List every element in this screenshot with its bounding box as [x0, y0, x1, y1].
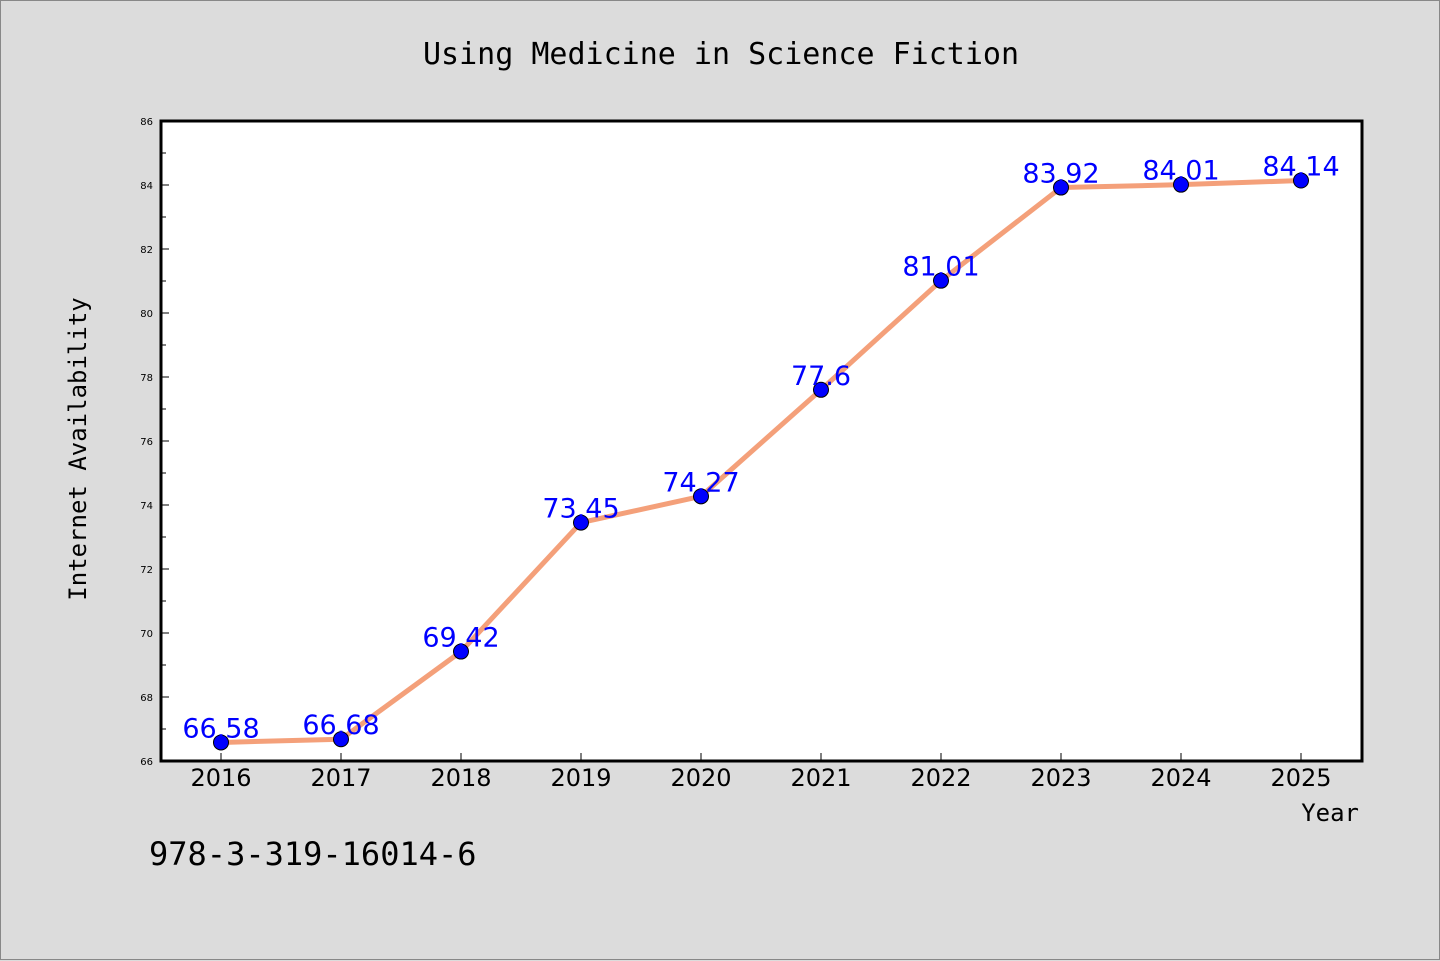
x-tick-label: 2023 — [1030, 764, 1091, 792]
data-point — [933, 272, 949, 289]
x-tick-label: 2018 — [430, 764, 491, 792]
data-label: 69.42 — [422, 623, 499, 654]
x-tick-label: 2024 — [1150, 764, 1211, 792]
chart-title: Using Medicine in Science Fiction — [423, 37, 1019, 72]
data-label: 66.68 — [302, 710, 379, 741]
data-point — [1173, 176, 1189, 193]
data-label: 84.01 — [1142, 156, 1219, 187]
data-label: 66.58 — [182, 713, 259, 744]
y-tick-label: 84 — [140, 181, 153, 192]
y-tick-label: 76 — [140, 437, 153, 448]
data-point — [1293, 172, 1309, 189]
y-tick-label: 80 — [140, 309, 153, 320]
data-point — [453, 643, 469, 660]
x-tick-label: 2019 — [550, 764, 611, 792]
data-label: 81.01 — [902, 252, 979, 283]
x-tick-label: 2025 — [1270, 764, 1331, 792]
data-label: 84.14 — [1262, 152, 1339, 183]
data-point — [693, 488, 709, 505]
x-tick-label: 2017 — [310, 764, 371, 792]
x-tick-label: 2022 — [910, 764, 971, 792]
data-point — [333, 731, 349, 748]
series-line-group — [218, 178, 1304, 745]
data-point — [813, 381, 829, 398]
data-point — [573, 514, 589, 531]
y-tick-label: 74 — [140, 501, 153, 512]
x-tick-label: 2020 — [670, 764, 731, 792]
data-labels: 66.58 66.68 69.42 73.45 74.27 77.6 81.01 83.92 8… — [182, 152, 1339, 745]
y-axis: 66 68 70 72 74 76 78 80 82 84 86 — [140, 117, 169, 768]
y-tick-label: 66 — [140, 757, 153, 768]
data-label: 77.6 — [791, 361, 851, 392]
x-tick-label: 2016 — [190, 764, 251, 792]
x-axis: 2016 2017 2018 2019 2020 2021 2022 2023 2024 2025 — [190, 753, 1332, 792]
data-point — [213, 734, 229, 751]
y-tick-label: 72 — [140, 565, 153, 576]
y-tick-label: 86 — [140, 117, 153, 128]
y-tick-label: 70 — [140, 629, 153, 640]
x-axis-label: Year — [1301, 799, 1359, 827]
y-axis-label: Internet Availability — [64, 297, 92, 600]
data-markers — [213, 172, 1309, 751]
y-tick-label: 82 — [140, 245, 153, 256]
y-tick-label: 68 — [140, 693, 153, 704]
series-line — [218, 178, 1304, 745]
x-tick-label: 2021 — [790, 764, 851, 792]
isbn-footnote: 978-3-319-16014-6 — [149, 835, 477, 873]
data-label: 73.45 — [542, 494, 619, 525]
y-tick-label: 78 — [140, 373, 153, 384]
data-label: 74.27 — [662, 467, 739, 498]
data-point — [1053, 179, 1069, 196]
data-label: 83.92 — [1022, 159, 1099, 190]
